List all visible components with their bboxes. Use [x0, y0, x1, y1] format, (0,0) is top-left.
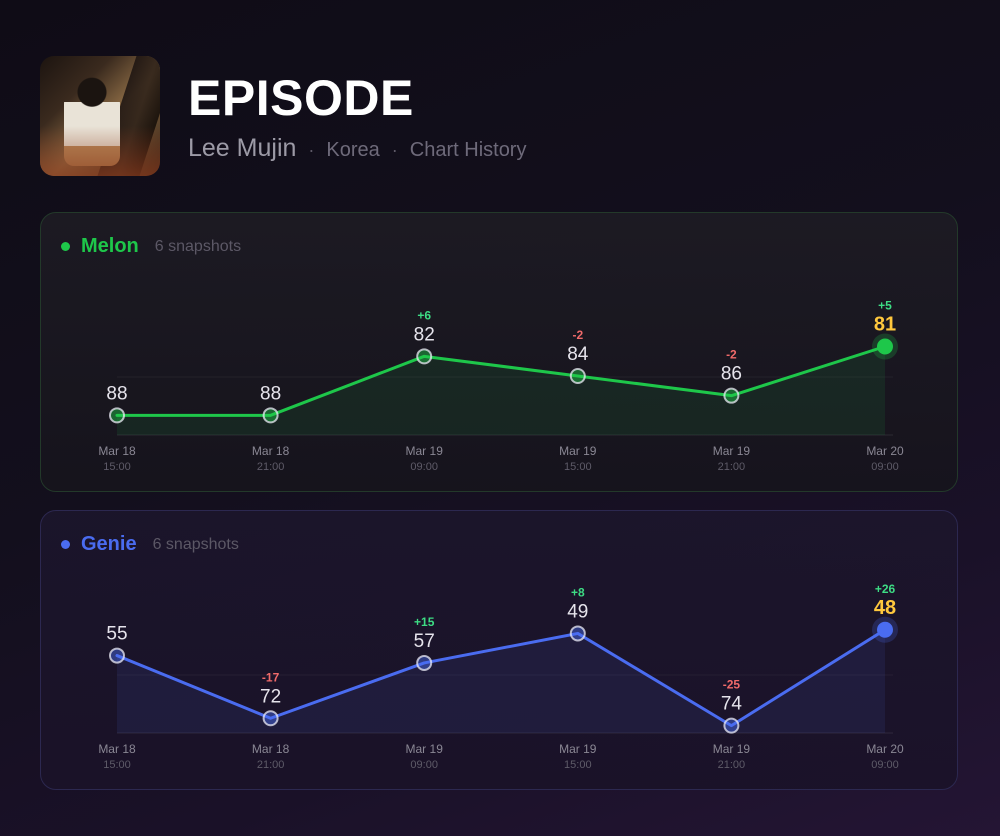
genie-value-label: 49 [567, 601, 588, 622]
melon-x-tick-date: Mar 18 [252, 444, 290, 458]
genie-x-tick-time: 21:00 [718, 759, 746, 771]
melon-value-label: 88 [106, 383, 127, 404]
genie-area-fill [117, 629, 885, 733]
melon-change-label: -2 [726, 348, 737, 362]
melon-value-label: 86 [721, 364, 742, 385]
genie-x-tick-date: Mar 18 [252, 742, 290, 756]
genie-x-tick-date: Mar 19 [406, 742, 444, 756]
melon-x-tick-time: 09:00 [871, 461, 899, 473]
melon-data-point [262, 407, 279, 424]
genie-value-label: 74 [721, 694, 743, 715]
genie-value-label: 57 [414, 631, 435, 652]
genie-change-label: +15 [414, 615, 435, 629]
genie-data-point [569, 625, 586, 642]
melon-value-label: 88 [260, 383, 281, 404]
genie-change-label: +8 [571, 585, 585, 599]
genie-card-header: Genie 6 snapshots [61, 533, 239, 556]
melon-data-point [109, 407, 125, 424]
melon-color-dot [61, 242, 70, 251]
genie-x-tick-date: Mar 19 [713, 742, 751, 756]
melon-data-point [877, 338, 893, 355]
genie-color-dot [61, 540, 70, 549]
genie-x-tick-time: 09:00 [871, 759, 899, 771]
genie-x-tick-time: 15:00 [103, 759, 131, 771]
region-label: Korea [326, 139, 380, 161]
genie-snapshot-count: 6 snapshots [152, 535, 239, 553]
melon-change-label: +5 [878, 299, 892, 313]
album-cover-image [40, 56, 160, 176]
melon-value-label: 82 [414, 324, 435, 345]
separator-dot: · [308, 140, 315, 160]
genie-line-chart: 55 Mar 18 15:00 72 -17 Mar 18 21:00 57 +15 Mar 19… [98, 582, 904, 771]
melon-chart-card: Melon 6 snapshots 88 Mar 18 15:00 88 Mar 18 2… [40, 212, 958, 492]
genie-x-tick-time: 09:00 [410, 759, 438, 771]
melon-snapshot-count: 6 snapshots [154, 237, 242, 255]
melon-value-label: 81 [874, 314, 896, 336]
melon-area-fill [117, 346, 885, 435]
genie-change-label: -17 [262, 670, 280, 684]
genie-change-label: -25 [723, 678, 741, 692]
melon-x-tick-date: Mar 20 [866, 444, 904, 458]
melon-change-label: -2 [572, 328, 583, 342]
melon-data-point [569, 368, 586, 384]
genie-value-label: 55 [106, 624, 127, 645]
genie-data-point [416, 654, 433, 671]
melon-x-tick-date: Mar 19 [406, 444, 444, 458]
melon-x-tick-date: Mar 18 [98, 444, 136, 458]
page-header: EPISODE Lee Mujin · Korea · Chart Histor… [40, 56, 960, 176]
genie-value-label: 48 [874, 597, 896, 619]
melon-card-header: Melon 6 snapshots [61, 235, 241, 258]
separator-dot: · [391, 140, 398, 160]
genie-x-tick-time: 15:00 [564, 759, 592, 771]
melon-x-tick-date: Mar 19 [559, 444, 597, 458]
artist-name: Lee Mujin [188, 134, 297, 162]
genie-series-line [115, 628, 887, 728]
melon-x-tick-date: Mar 19 [713, 444, 751, 458]
melon-line-chart: 88 Mar 18 15:00 88 Mar 18 21:00 82 +6 Mar 19 09:0… [98, 299, 904, 474]
genie-value-label: 72 [260, 686, 281, 707]
melon-data-point [416, 348, 433, 365]
melon-x-tick-time: 15:00 [564, 461, 592, 473]
genie-data-point [262, 710, 279, 727]
genie-x-tick-date: Mar 18 [98, 742, 136, 756]
melon-change-label: +6 [417, 308, 431, 322]
song-subtitle: Lee Mujin · Korea · Chart History [188, 134, 526, 163]
genie-service-name: Genie [81, 533, 137, 555]
melon-series-line [115, 345, 887, 417]
melon-data-point [723, 387, 740, 404]
melon-x-tick-time: 15:00 [103, 461, 131, 473]
genie-data-point [109, 647, 125, 664]
melon-value-label: 84 [567, 344, 589, 365]
genie-data-point [723, 717, 740, 734]
genie-x-tick-date: Mar 20 [866, 742, 904, 756]
genie-data-point [877, 621, 893, 638]
melon-x-tick-time: 09:00 [410, 461, 438, 473]
melon-x-tick-time: 21:00 [257, 461, 285, 473]
song-title: EPISODE [188, 70, 414, 126]
genie-x-tick-date: Mar 19 [559, 742, 597, 756]
genie-chart-card: Genie 6 snapshots 55 Mar 18 15:00 72 -17 Mar … [40, 510, 958, 790]
genie-x-tick-time: 21:00 [257, 759, 285, 771]
genie-change-label: +26 [875, 582, 896, 596]
melon-service-name: Melon [81, 235, 139, 257]
melon-x-tick-time: 21:00 [718, 461, 746, 473]
section-label: Chart History [409, 139, 527, 161]
